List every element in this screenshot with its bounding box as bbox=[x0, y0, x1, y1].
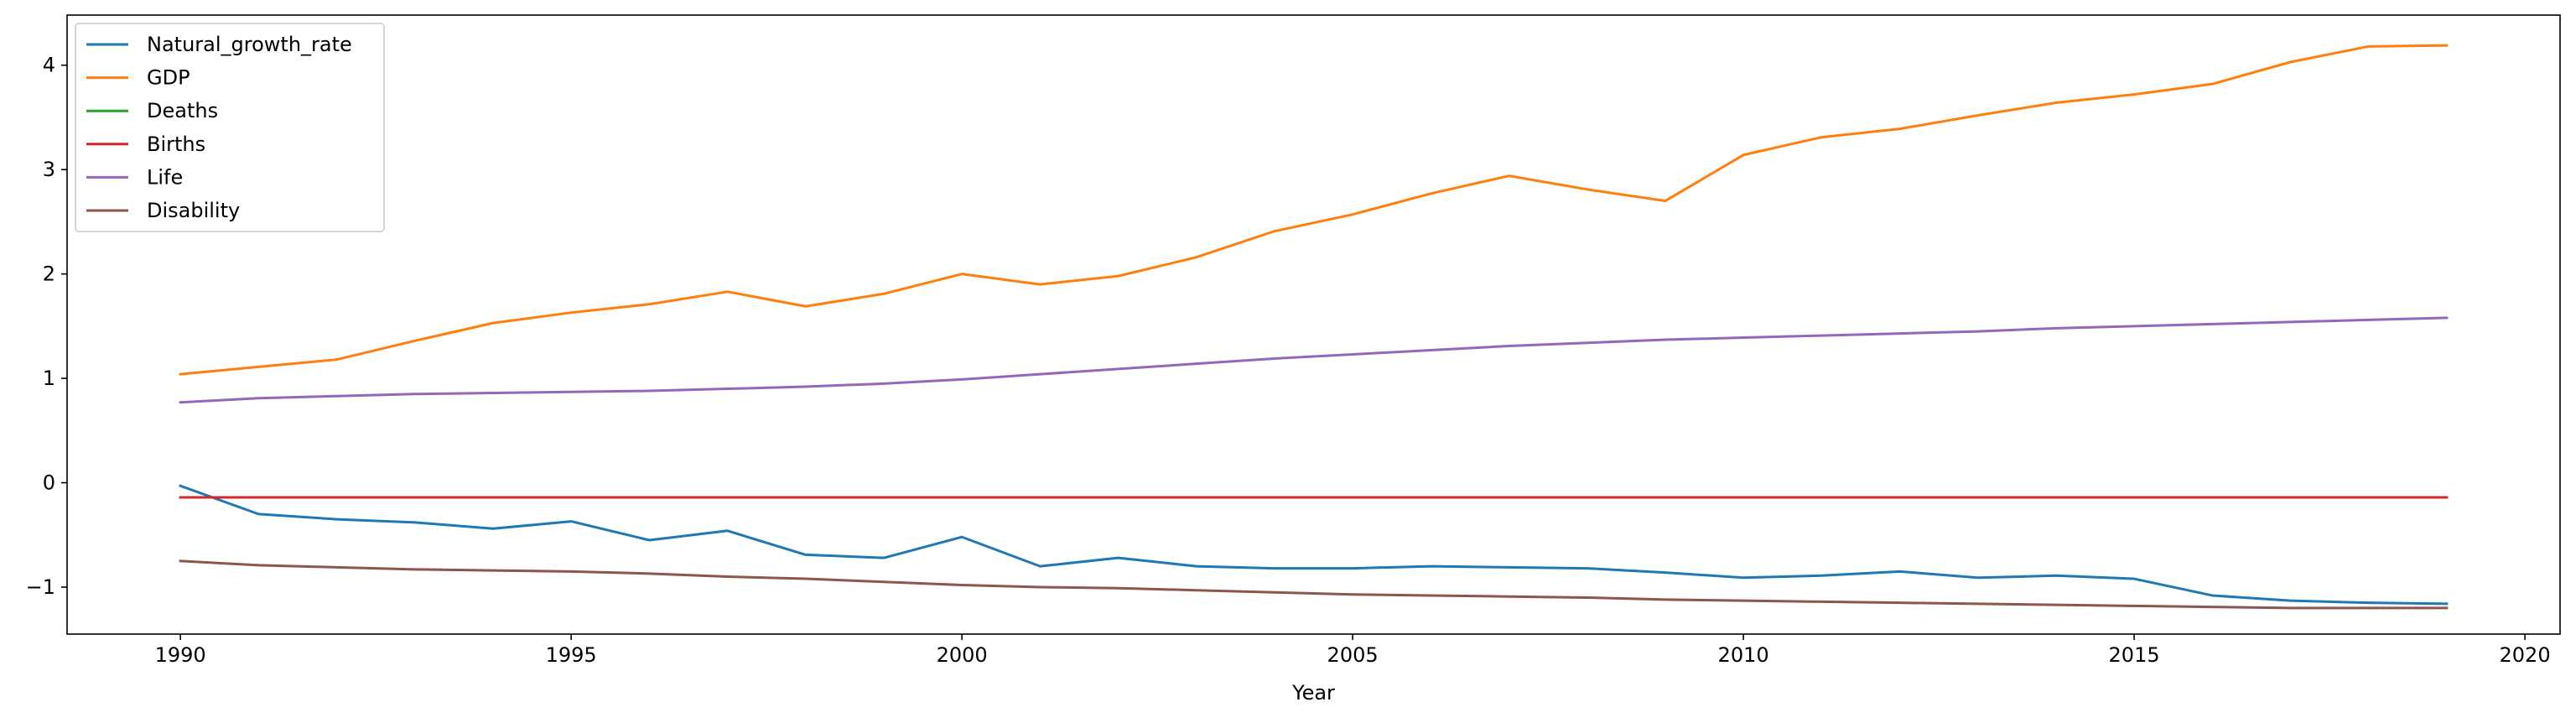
x-tick-label: 2015 bbox=[2109, 643, 2160, 667]
series-layer bbox=[179, 44, 2449, 610]
plot-area-frame bbox=[66, 14, 2561, 635]
y-tick-label: 0 bbox=[43, 471, 55, 495]
legend-label: Life bbox=[147, 165, 183, 189]
x-tick-label: 1990 bbox=[155, 643, 206, 667]
legend-label: Births bbox=[147, 133, 205, 156]
series-line-natural-growth-rate bbox=[179, 484, 2449, 606]
y-tick-label: 1 bbox=[43, 367, 55, 390]
y-tick-label: 3 bbox=[43, 158, 55, 181]
legend-label: Disability bbox=[147, 199, 240, 222]
legend: Natural_growth_rate GDP Deaths Births Life Di… bbox=[75, 23, 385, 232]
y-axis: −1 0 1 2 3 4 bbox=[26, 54, 67, 599]
x-tick-label: 2020 bbox=[2500, 643, 2551, 667]
x-tick-label: 2000 bbox=[937, 643, 988, 667]
x-axis-label: Year bbox=[1291, 681, 1335, 705]
y-tick-label: 4 bbox=[43, 54, 55, 77]
series-line-life bbox=[179, 316, 2449, 404]
x-tick-label: 1995 bbox=[546, 643, 597, 667]
series-line-disability bbox=[179, 559, 2449, 610]
x-axis: 1990 1995 2000 2005 2010 2015 2020 bbox=[155, 634, 2551, 667]
legend-label: GDP bbox=[147, 66, 190, 90]
legend-items: Natural_growth_rate GDP Deaths Births Life Di… bbox=[86, 33, 352, 222]
x-tick-label: 2010 bbox=[1718, 643, 1769, 667]
legend-label: Deaths bbox=[147, 99, 218, 122]
legend-label: Natural_growth_rate bbox=[147, 33, 352, 56]
x-tick-label: 2005 bbox=[1327, 643, 1379, 667]
legend-box bbox=[75, 23, 385, 232]
y-tick-label: −1 bbox=[26, 575, 55, 599]
series-line-gdp bbox=[179, 44, 2449, 376]
y-tick-label: 2 bbox=[43, 263, 55, 286]
